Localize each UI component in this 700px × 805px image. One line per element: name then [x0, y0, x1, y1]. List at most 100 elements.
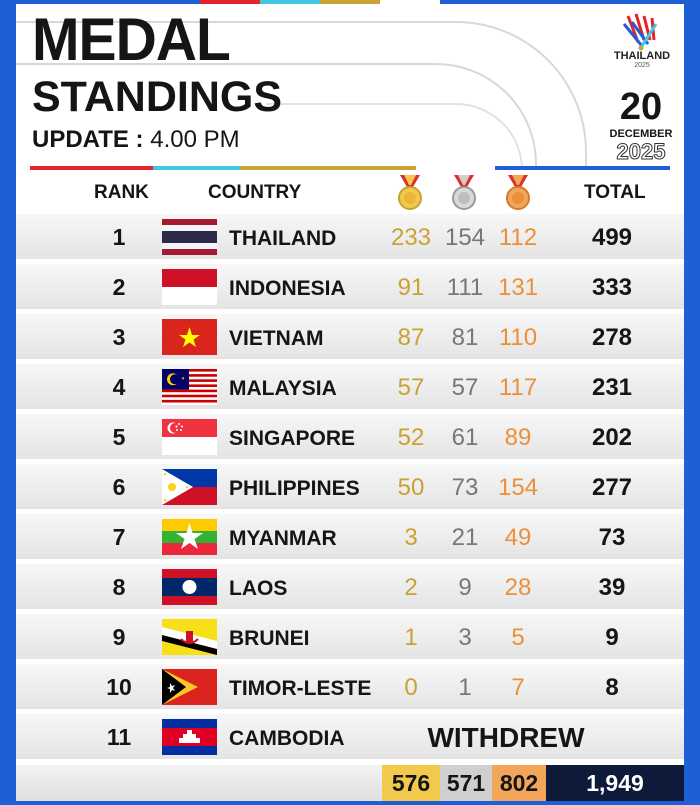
- total-cell: 333: [591, 274, 633, 301]
- gold-cell: 52: [397, 424, 425, 451]
- silver-cell: 111: [446, 274, 484, 301]
- bronze-cell: 110: [498, 324, 538, 351]
- bronze-cell: 154: [497, 474, 539, 501]
- table-header: RANK COUNTRY TOTAL: [16, 170, 684, 214]
- gold-cell: 91: [397, 274, 425, 301]
- table-row: 2 INDONESIA 91 111 131 333: [16, 264, 684, 309]
- gold-cell: 50: [397, 474, 425, 501]
- decorative-arcs: [16, 21, 587, 171]
- cambodia-flag-icon: [162, 719, 217, 755]
- header-color-bar: [30, 166, 670, 170]
- vietnam-flag-icon: [162, 319, 217, 355]
- silver-cell: 81: [451, 324, 479, 351]
- rank-cell: 9: [112, 624, 126, 650]
- gold-total: 576: [382, 765, 440, 801]
- bronze-cell: 112: [498, 224, 538, 251]
- table-row: 10 TIMOR-LESTE 0 1 7 8: [16, 664, 684, 709]
- bronze-cell: 117: [498, 374, 538, 401]
- table-row-withdrawn: 11 CAMBODIA WITHDREW: [16, 714, 684, 759]
- rank-cell: 1: [112, 224, 126, 250]
- laos-flag-icon: [162, 569, 217, 605]
- date-day: 20: [619, 86, 663, 128]
- total-cell: 8: [605, 674, 619, 701]
- table-row: 1 THAILAND 233 154 112 499: [16, 214, 684, 259]
- bronze-cell: 28: [504, 574, 532, 601]
- country-cell: MALAYSIA: [229, 377, 337, 400]
- update-time-value: 4.00 PM: [150, 126, 240, 153]
- page-subtitle: STANDINGS: [32, 73, 283, 121]
- page-title: MEDAL: [32, 6, 231, 73]
- country-header: COUNTRY: [208, 182, 302, 203]
- table-row: 4 MALAYSIA 57 57 117 231: [16, 364, 684, 409]
- sea-games-logo-icon: [622, 13, 658, 51]
- gold-medal-icon: [398, 175, 422, 210]
- country-cell: SINGAPORE: [229, 427, 356, 450]
- gold-cell: 1: [404, 624, 418, 651]
- event-logo-year: 2025: [634, 62, 650, 70]
- silver-cell: 21: [451, 524, 479, 551]
- update-label: UPDATE :: [32, 126, 144, 153]
- table-row: 8 LAOS 2 9 28 39: [16, 564, 684, 609]
- rank-cell: 5: [112, 424, 126, 450]
- silver-cell: 1: [458, 674, 472, 701]
- total-cell: 231: [591, 374, 633, 401]
- event-logo-name: THAILAND: [613, 50, 671, 62]
- table-row: 3 VIETNAM 87 81 110 278: [16, 314, 684, 359]
- country-cell: INDONESIA: [229, 277, 346, 300]
- bronze-medal-icon: [506, 175, 530, 210]
- country-cell: THAILAND: [229, 227, 337, 250]
- bronze-cell: 49: [504, 524, 532, 551]
- gold-cell: 0: [404, 674, 418, 701]
- update-time: UPDATE : 4.00 PM: [32, 128, 240, 152]
- bottom-stripe: [16, 801, 684, 805]
- rank-cell: 10: [106, 674, 132, 700]
- total-cell: 9: [605, 624, 619, 651]
- gold-cell: 57: [397, 374, 425, 401]
- silver-cell: 73: [451, 474, 479, 501]
- event-logo-text: THAILAND 2025: [604, 50, 680, 70]
- grand-total: 1,949: [546, 765, 684, 801]
- thailand-flag-icon: [162, 219, 217, 255]
- brunei-flag-icon: [162, 619, 217, 655]
- date-year: 2025: [616, 139, 666, 164]
- silver-cell: 9: [458, 574, 472, 601]
- bronze-cell: 7: [511, 674, 525, 701]
- country-cell: MYANMAR: [229, 527, 337, 550]
- rank-cell: 4: [112, 374, 126, 400]
- country-cell: CAMBODIA: [229, 727, 345, 750]
- silver-total: 571: [440, 765, 492, 801]
- total-cell: 278: [591, 324, 633, 351]
- total-cell: 39: [598, 574, 626, 601]
- total-cell: 499: [591, 224, 633, 251]
- silver-medal-icon: [452, 175, 476, 210]
- gold-cell: 2: [404, 574, 418, 601]
- rank-cell: 8: [112, 574, 126, 600]
- withdrawn-status: WITHDREW: [427, 722, 585, 753]
- silver-cell: 154: [444, 224, 486, 251]
- standings-table: 1 THAILAND 233 154 112 499 2 INDONESIA 9…: [16, 214, 684, 764]
- totals-row: 576 571 802 1,949: [16, 765, 684, 801]
- country-cell: BRUNEI: [229, 627, 310, 650]
- indonesia-flag-icon: [162, 269, 217, 305]
- country-cell: TIMOR-LESTE: [229, 677, 372, 700]
- country-cell: VIETNAM: [229, 327, 324, 350]
- rank-cell: 3: [112, 324, 126, 350]
- table-row: 7 MYANMAR 3 21 49 73: [16, 514, 684, 559]
- bronze-cell: 89: [504, 424, 532, 451]
- singapore-flag-icon: [162, 419, 217, 455]
- silver-cell: 57: [451, 374, 479, 401]
- rank-cell: 11: [106, 724, 132, 750]
- bronze-cell: 131: [497, 274, 539, 301]
- silver-cell: 61: [451, 424, 479, 451]
- table-row: 9 BRUNEI 1 3 5 9: [16, 614, 684, 659]
- malaysia-flag-icon: [162, 369, 217, 405]
- gold-cell: 87: [397, 324, 425, 351]
- rank-cell: 6: [112, 474, 126, 500]
- rank-header: RANK: [94, 182, 149, 203]
- date-month: DECEMBER: [609, 128, 673, 140]
- country-cell: PHILIPPINES: [229, 477, 360, 500]
- rank-cell: 7: [112, 524, 126, 550]
- gold-cell: 233: [390, 224, 432, 251]
- table-row: 5 SINGAPORE 52 61 89 202: [16, 414, 684, 459]
- top-color-stripes: [200, 0, 500, 4]
